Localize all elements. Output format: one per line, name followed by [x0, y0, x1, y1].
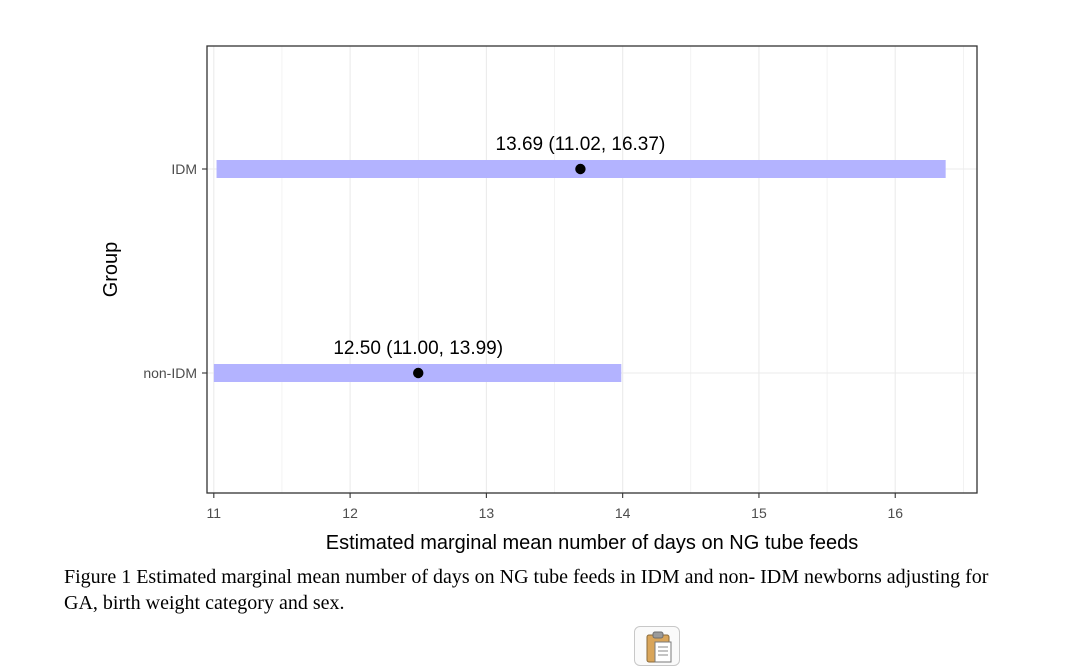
mean-point-non-idm	[413, 367, 424, 379]
grid	[207, 46, 977, 493]
x-axis: 11 12 13 14 15 16	[207, 493, 903, 521]
y-tick-label: non-IDM	[143, 365, 197, 381]
figure-caption: Figure 1 Estimated marginal mean number …	[64, 566, 989, 614]
x-tick-label: 11	[207, 505, 222, 521]
paste-button[interactable]	[634, 626, 680, 666]
data-label-non-idm: 12.50 (11.00, 13.99)	[333, 338, 503, 359]
chart: 13.69 (11.02, 16.37) 12.50 (11.00, 13.99)…	[100, 45, 978, 554]
panel-border	[206, 45, 978, 494]
y-axis-title: Group	[100, 242, 122, 298]
mean-point-idm	[575, 163, 586, 175]
x-axis-title: Estimated marginal mean number of days o…	[326, 532, 859, 554]
x-tick-label: 12	[342, 505, 358, 521]
data-label-idm: 13.69 (11.02, 16.37)	[496, 134, 666, 155]
x-tick-label: 14	[615, 505, 631, 521]
x-tick-label: 13	[479, 505, 495, 521]
y-tick-label: IDM	[171, 161, 197, 177]
x-tick-label: 16	[887, 505, 903, 521]
clipboard-icon	[646, 631, 672, 663]
y-axis: IDM non-IDM	[143, 161, 207, 381]
intervals: 13.69 (11.02, 16.37) 12.50 (11.00, 13.99)	[213, 134, 946, 382]
x-tick-label: 15	[751, 505, 767, 521]
